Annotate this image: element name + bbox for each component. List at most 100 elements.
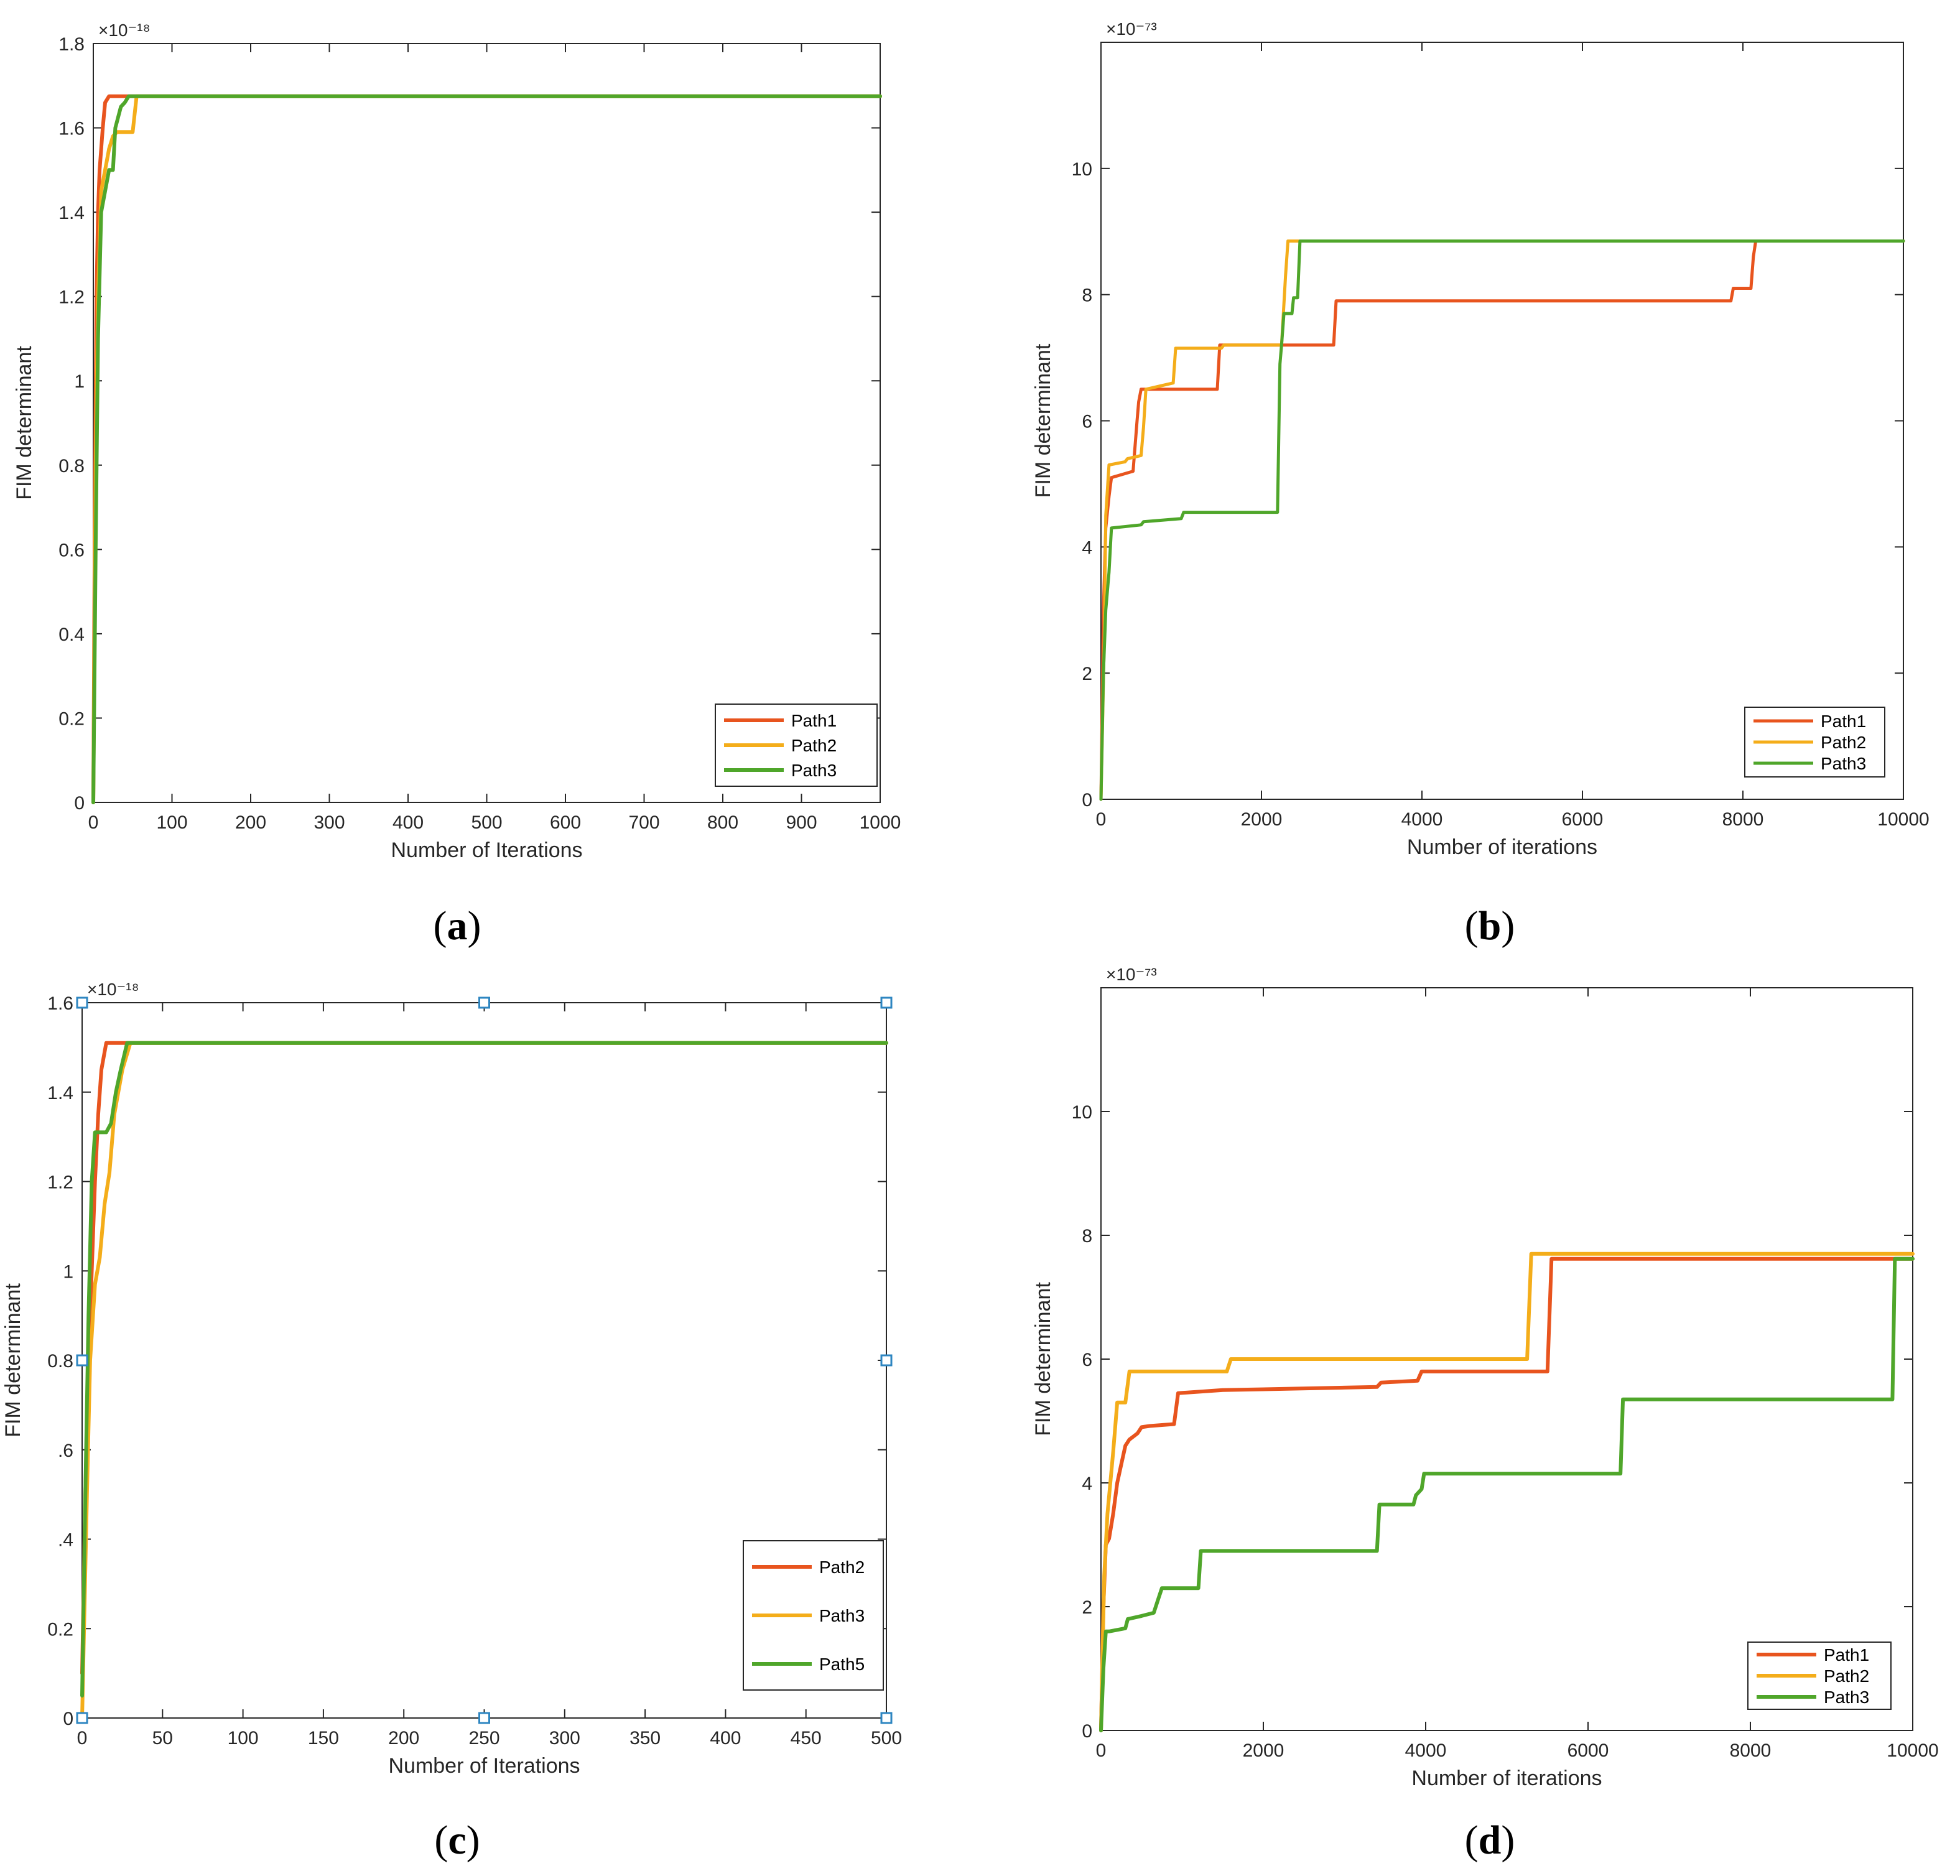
x-tick-label: 1000: [860, 812, 901, 833]
exponent-label: ×10⁻⁷³: [1106, 19, 1157, 39]
exponent-label: ×10⁻⁷³: [1106, 965, 1157, 984]
selection-handle-marker: [880, 1354, 893, 1367]
y-tick-label: 1.2: [58, 287, 85, 308]
panel-b: 0 2000 4000 6000 8000 10000 0 2 4 6 8 10 Number of i…: [1031, 19, 1930, 949]
legend-label: Path3: [819, 1606, 865, 1625]
y-tick-label: 0.4: [58, 625, 85, 645]
y-tick-label: 1.6: [58, 119, 85, 139]
panel-label-paren: ): [468, 903, 481, 949]
x-tick-label: 100: [228, 1728, 259, 1748]
x-axis-label: Number of Iterations: [391, 838, 582, 862]
selection-handle-marker: [76, 1354, 88, 1367]
x-tick-label: 350: [629, 1728, 661, 1748]
x-tick-label: 4000: [1401, 809, 1443, 830]
series-line-path3: [91, 94, 882, 804]
legend-label: Path3: [1821, 754, 1866, 773]
panel-label-paren: ): [467, 1818, 480, 1863]
panel-label-paren: (: [1465, 903, 1479, 949]
panel-a: 0 100 200 300 400 500 600 700 800 900 1000 0 0.2 0.4 0…: [12, 21, 901, 949]
y-tick-label: 1.8: [58, 34, 85, 55]
y-axis-label: FIM determinant: [1031, 343, 1055, 498]
x-tick-label: 450: [791, 1728, 822, 1748]
legend-label: Path1: [1824, 1645, 1869, 1665]
x-axis-label: Number of iterations: [1407, 835, 1597, 859]
y-tick-label: .6: [58, 1441, 73, 1461]
panel-d: 0 2000 4000 6000 8000 10000 0 2 4 6 8 10 Number of i…: [1031, 965, 1939, 1863]
y-tick-label: 1: [74, 371, 85, 392]
panel-c: 0 50 100 150 200 250 300 350 400 450 500 0 0.2 .4 .6 0.…: [1, 980, 902, 1863]
legend-label: Path3: [1824, 1688, 1869, 1707]
x-tick-label: 6000: [1562, 809, 1604, 830]
exponent-label: ×10⁻¹⁸: [98, 21, 150, 40]
x-axis-label: Number of Iterations: [388, 1754, 580, 1778]
plot-area: [1100, 42, 1904, 800]
x-tick-label: 8000: [1730, 1740, 1772, 1761]
x-tick-label: 50: [152, 1728, 173, 1748]
x-tick-label: 8000: [1722, 809, 1764, 830]
x-tick-label: 300: [549, 1728, 580, 1748]
x-tick-label: 2000: [1243, 1740, 1284, 1761]
panel-label-letter: d: [1479, 1818, 1502, 1863]
y-tick-label: 1: [63, 1261, 73, 1282]
x-tick-label: 4000: [1405, 1740, 1447, 1761]
x-tick-label: 500: [871, 1728, 902, 1748]
series-line-path3: [1099, 239, 1905, 801]
panel-label-letter: b: [1479, 903, 1502, 949]
series-line-path5: [80, 1041, 888, 1698]
x-tick-label: 10000: [1877, 809, 1929, 830]
y-tick-label: 0.6: [58, 540, 85, 560]
selection-handle-marker: [478, 1712, 490, 1724]
panel-label: (c): [434, 1818, 480, 1863]
series-line-path1: [1099, 239, 1905, 801]
y-tick-label: 10: [1072, 159, 1092, 180]
legend-label: Path2: [819, 1558, 865, 1577]
x-tick-label: 300: [314, 812, 345, 833]
panel-label-letter: a: [447, 903, 468, 949]
series-line-path3: [1099, 1256, 1915, 1732]
x-tick-label: 700: [628, 812, 659, 833]
plot-area: [93, 43, 881, 803]
selection-handle-marker: [478, 996, 490, 1009]
x-tick-label: 400: [710, 1728, 741, 1748]
legend-label: Path1: [1821, 712, 1866, 731]
y-tick-label: 4: [1082, 1474, 1092, 1494]
x-tick-label: 200: [235, 812, 266, 833]
y-tick-label: 1.4: [58, 203, 85, 223]
y-tick-label: 0: [63, 1709, 73, 1729]
y-tick-label: 0.2: [58, 708, 85, 729]
panel-label-paren: (: [434, 1818, 448, 1863]
legend-label: Path2: [1824, 1666, 1869, 1686]
x-tick-label: 0: [88, 812, 99, 833]
x-tick-label: 0: [1096, 809, 1107, 830]
y-tick-label: 2: [1082, 664, 1092, 684]
x-tick-label: 600: [550, 812, 581, 833]
x-tick-label: 2000: [1241, 809, 1283, 830]
x-tick-label: 6000: [1568, 1740, 1609, 1761]
panel-label-letter: c: [448, 1818, 466, 1863]
x-tick-label: 10000: [1887, 1740, 1938, 1761]
y-tick-label: 0: [1082, 790, 1092, 810]
x-tick-label: 250: [468, 1728, 499, 1748]
x-tick-label: 200: [388, 1728, 419, 1748]
y-tick-label: 1.4: [47, 1083, 73, 1103]
y-tick-label: 0: [1082, 1721, 1092, 1742]
y-tick-label: 0.8: [47, 1351, 73, 1372]
exponent-label: ×10⁻¹⁸: [87, 980, 139, 999]
y-tick-label: 8: [1082, 286, 1092, 306]
legend-label: Path5: [819, 1655, 865, 1674]
x-tick-label: 0: [77, 1728, 88, 1748]
panel-label-paren: ): [1501, 1818, 1515, 1863]
y-tick-label: 1.2: [47, 1172, 73, 1193]
selection-handle-marker: [880, 1712, 893, 1724]
x-tick-label: 0: [1096, 1740, 1107, 1761]
y-tick-label: 6: [1082, 1350, 1092, 1370]
y-tick-label: 6: [1082, 412, 1092, 432]
y-tick-label: 0.2: [47, 1619, 73, 1640]
y-tick-label: 2: [1082, 1597, 1092, 1618]
series-line-path1: [1099, 1256, 1915, 1732]
panel-label: (d): [1465, 1818, 1515, 1863]
y-tick-label: 10: [1072, 1102, 1092, 1123]
y-tick-label: .4: [58, 1530, 73, 1551]
y-tick-label: 4: [1082, 537, 1092, 558]
selection-handle-marker: [76, 1712, 88, 1724]
